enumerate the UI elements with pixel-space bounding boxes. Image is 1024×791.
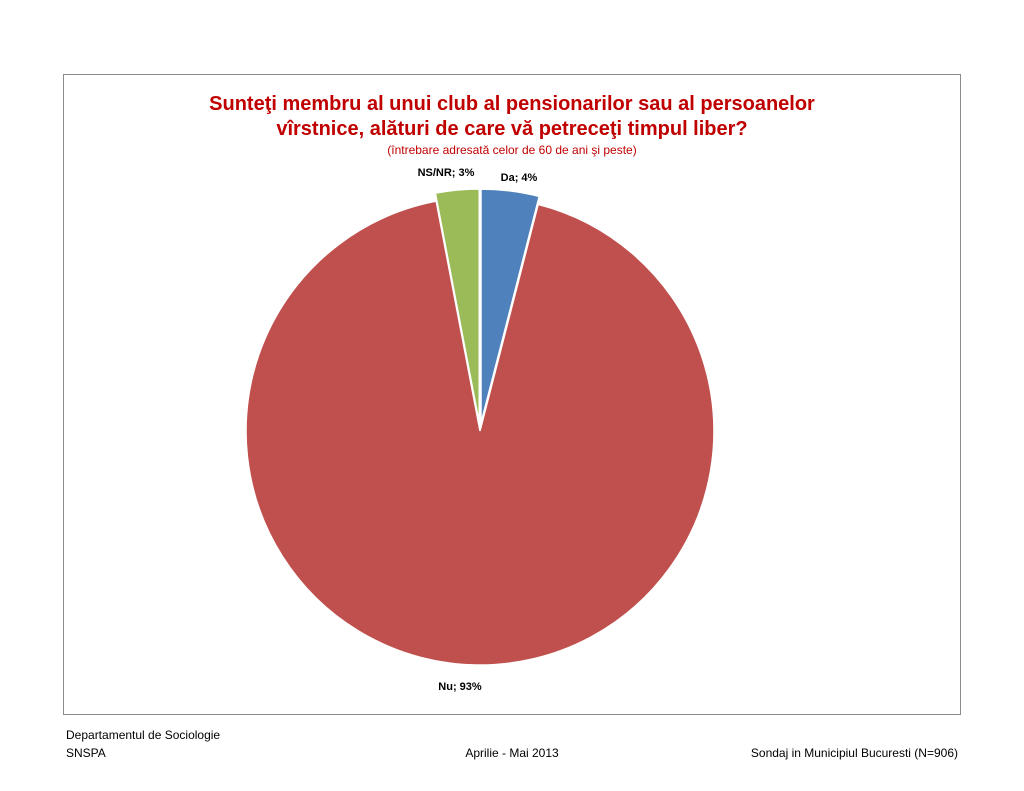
chart-subtitle: (întrebare adresată celor de 60 de ani ş…: [387, 143, 637, 157]
data-label-da: Da; 4%: [501, 172, 538, 184]
footer-survey: Sondaj in Municipiul Bucuresti (N=906): [750, 746, 958, 760]
footer-institution: SNSPA: [66, 746, 106, 760]
pie-slice-da: [480, 188, 541, 424]
chart-title-line-2: vîrstnice, alături de care vă petreceţi …: [276, 118, 748, 140]
footer-organization: Departamentul de Sociologie SNSPA: [66, 726, 220, 762]
chart-title-line-1: Sunteţi membru al unui club al pensionar…: [209, 93, 815, 115]
pie-slice-nu: [245, 200, 715, 666]
pie-slice-ns-nr: [434, 188, 480, 424]
footer-department: Departamentul de Sociologie: [66, 728, 221, 742]
chart-frame: Sunteţi membru al unui club al pensionar…: [63, 74, 961, 715]
data-label-ns-nr: NS/NR; 3%: [418, 167, 475, 179]
footer-period: Aprilie - Mai 2013: [465, 746, 559, 760]
data-label-nu: Nu; 93%: [438, 681, 482, 693]
pie-chart: Da; 4% Nu; 93% NS/NR; 3%: [245, 167, 715, 693]
